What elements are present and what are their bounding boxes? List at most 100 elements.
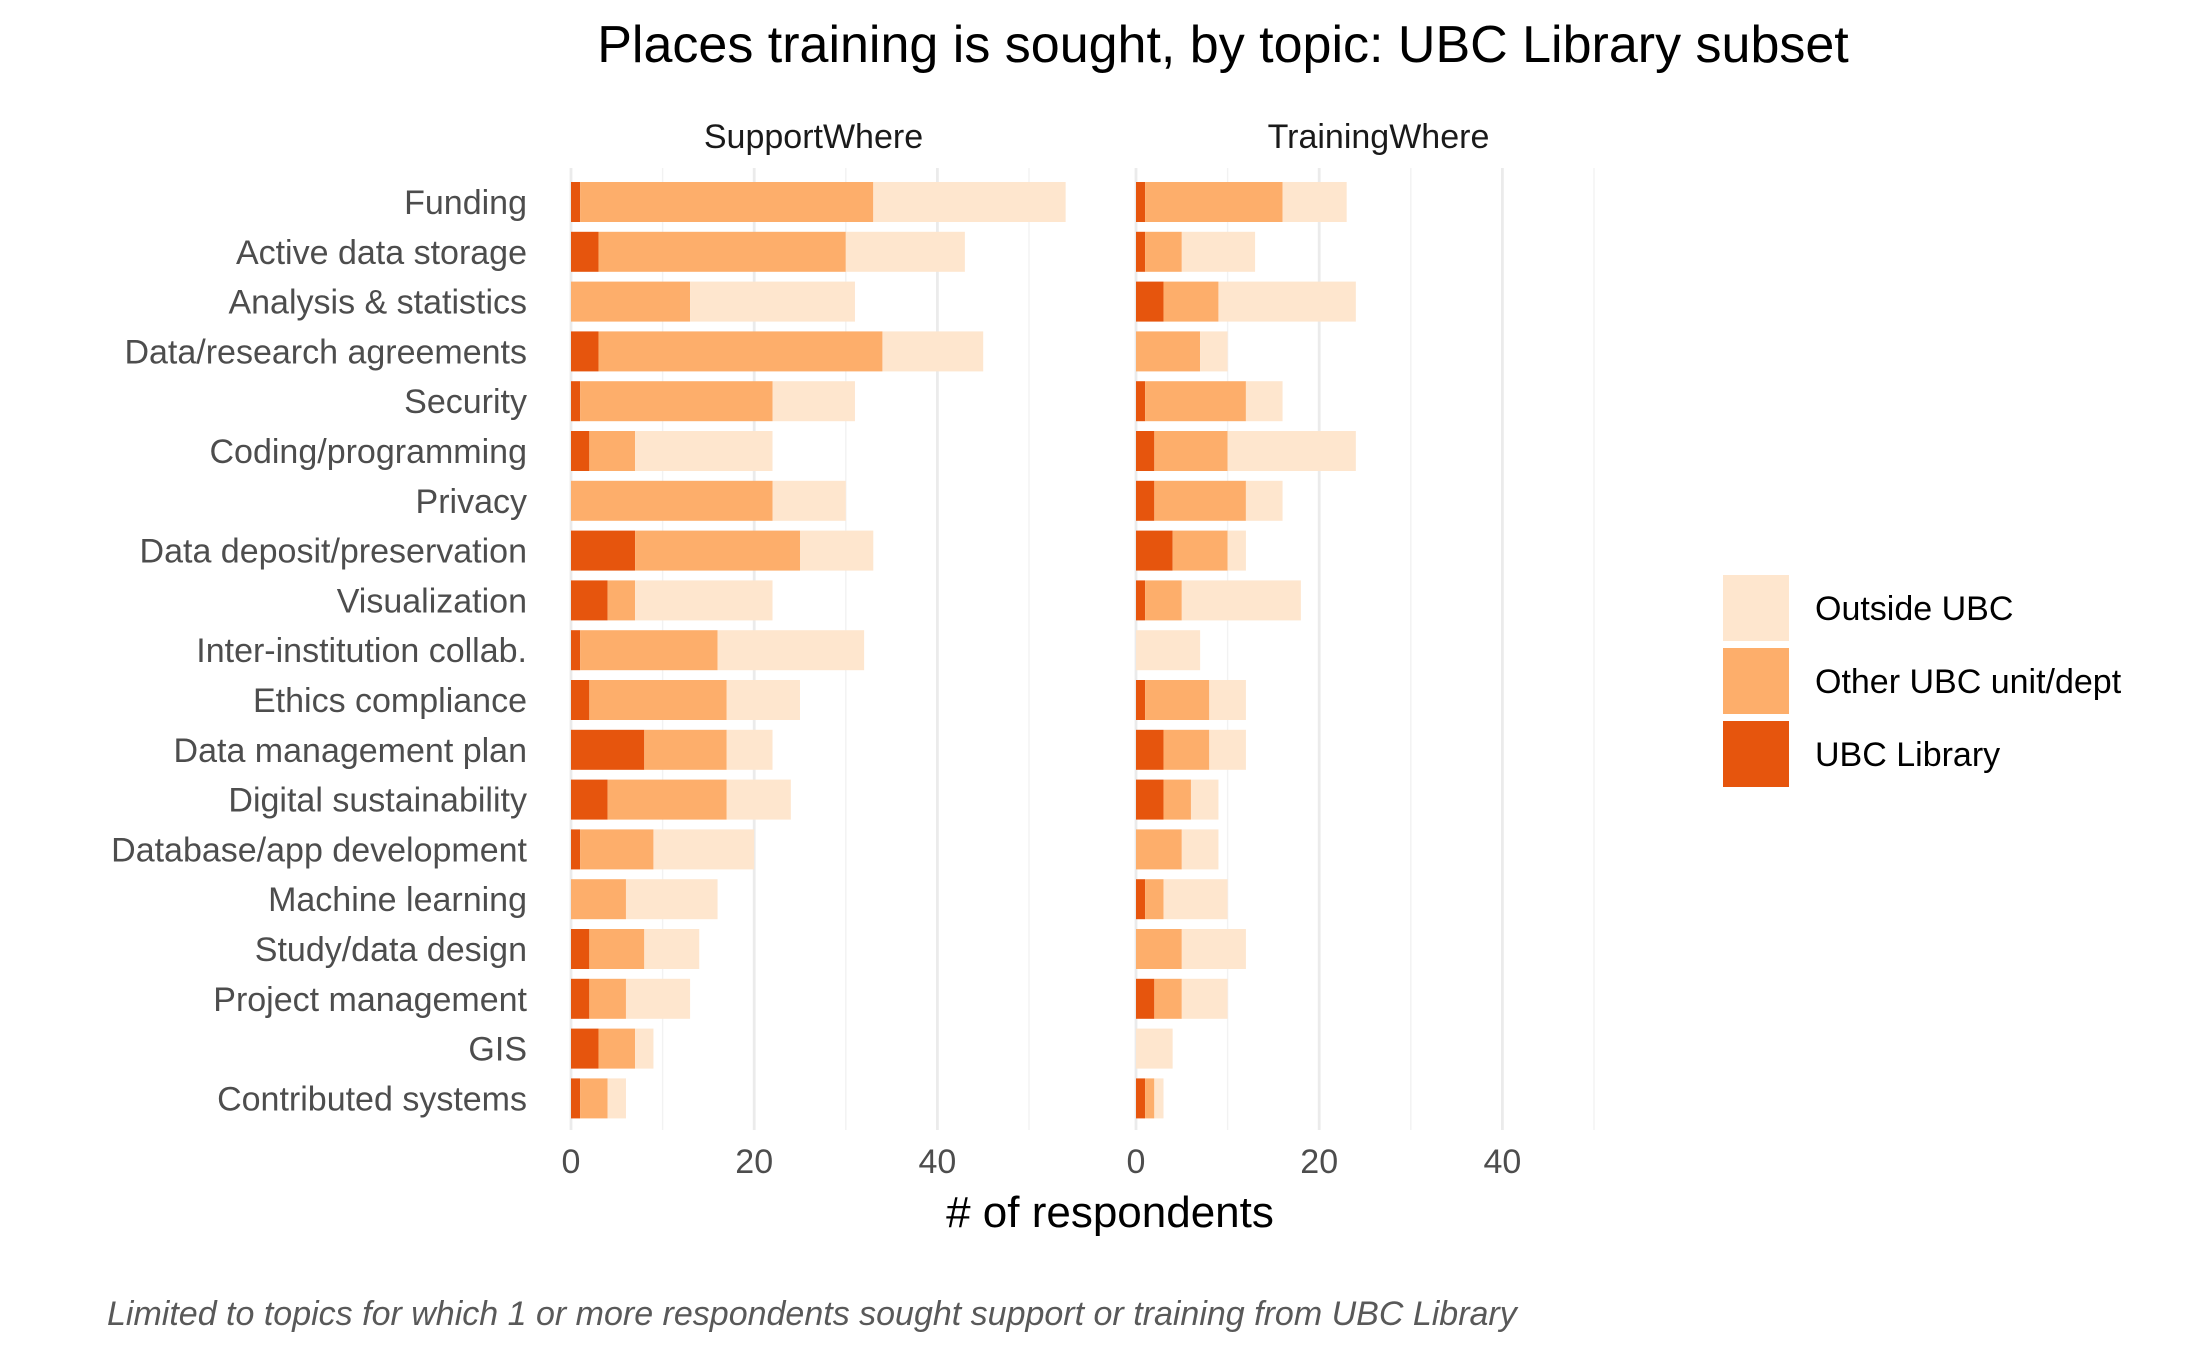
bar-segment bbox=[1145, 231, 1182, 272]
legend-label: Other UBC unit/dept bbox=[1815, 663, 2122, 701]
bar-segment bbox=[1136, 530, 1173, 571]
bar-segment bbox=[571, 480, 773, 521]
bar-segment bbox=[1200, 331, 1228, 372]
bar-segment bbox=[635, 1028, 654, 1069]
bar-segment bbox=[1172, 530, 1228, 571]
bar-segment bbox=[1181, 929, 1246, 969]
bar-segment bbox=[598, 331, 883, 372]
bar-segment bbox=[571, 879, 626, 920]
x-tick-label: 40 bbox=[918, 1143, 956, 1181]
bar-segment bbox=[726, 729, 773, 770]
y-tick-label: Digital sustainability bbox=[228, 782, 527, 820]
bar-segment bbox=[571, 779, 608, 820]
bar-segment bbox=[571, 1028, 599, 1069]
bar-segment bbox=[1154, 480, 1246, 521]
bar-segment bbox=[726, 779, 791, 820]
x-tick-label: 40 bbox=[1483, 1143, 1521, 1181]
bar-segment bbox=[1209, 680, 1246, 720]
bar-segment bbox=[571, 530, 636, 571]
bar-segment bbox=[571, 1078, 581, 1119]
bar-segment bbox=[1136, 431, 1155, 471]
x-tick-label: 20 bbox=[735, 1143, 773, 1181]
facet-strip-label: TrainingWhere bbox=[1268, 118, 1490, 156]
bar-segment bbox=[571, 231, 599, 272]
bar-segment bbox=[607, 1078, 626, 1119]
bar-segment bbox=[717, 630, 865, 671]
y-axis-labels: Funding Active data storage Analysis & sta… bbox=[111, 184, 527, 1118]
bar-segment bbox=[1136, 929, 1182, 969]
bar-segment bbox=[1145, 381, 1246, 422]
bar-segment bbox=[1136, 1078, 1146, 1119]
y-tick-label: Funding bbox=[404, 184, 527, 222]
chart-title: Places training is sought, by topic: UBC… bbox=[597, 16, 1849, 74]
bar-segment bbox=[1163, 779, 1191, 820]
bar-segment bbox=[635, 530, 800, 571]
legend-label: Outside UBC bbox=[1815, 590, 2013, 628]
bar-segment bbox=[1245, 480, 1283, 521]
bar-segment bbox=[1227, 530, 1246, 571]
x-tick-label: 0 bbox=[562, 1143, 581, 1181]
bar-segment bbox=[845, 231, 965, 272]
bar-segment bbox=[1136, 978, 1155, 1019]
y-tick-label: Active data storage bbox=[236, 234, 527, 272]
bar-segment bbox=[571, 729, 645, 770]
bar-segment bbox=[589, 431, 636, 471]
facet-panel: TrainingWhere 0 20 40 bbox=[1127, 118, 1595, 1181]
bar-segment bbox=[1145, 182, 1283, 222]
bar-segment bbox=[726, 680, 800, 720]
bar-segment bbox=[1218, 281, 1356, 322]
x-tick-label: 20 bbox=[1300, 1143, 1338, 1181]
x-axis-title: # of respondents bbox=[946, 1188, 1274, 1237]
y-tick-label: Study/data design bbox=[255, 931, 527, 969]
bar-segment bbox=[1154, 431, 1228, 471]
y-tick-label: Project management bbox=[213, 981, 527, 1019]
bar-segment bbox=[1163, 729, 1210, 770]
bar-segment bbox=[571, 630, 581, 671]
bar-segment bbox=[653, 829, 755, 870]
legend-swatch bbox=[1723, 721, 1789, 787]
bar-segment bbox=[644, 729, 727, 770]
y-tick-label: GIS bbox=[468, 1031, 527, 1069]
y-tick-label: Data deposit/preservation bbox=[140, 533, 527, 571]
bar-segment bbox=[580, 630, 718, 671]
bar-segment bbox=[772, 381, 855, 422]
chart-caption: Limited to topics for which 1 or more re… bbox=[107, 1295, 1519, 1333]
facet-panel: SupportWhere 0 20 40 bbox=[562, 118, 1066, 1181]
bar-segment bbox=[1227, 431, 1356, 471]
bar-segment bbox=[1136, 829, 1182, 870]
bar-segment bbox=[1145, 879, 1164, 920]
bar-segment bbox=[580, 1078, 608, 1119]
bar-segment bbox=[1136, 182, 1146, 222]
bar-segment bbox=[1145, 1078, 1155, 1119]
y-tick-label: Coding/programming bbox=[210, 433, 528, 471]
bar-segment bbox=[607, 779, 727, 820]
bar-segment bbox=[800, 530, 874, 571]
bar-segment bbox=[690, 281, 855, 322]
bar-segment bbox=[625, 879, 718, 920]
y-tick-label: Visualization bbox=[337, 582, 527, 620]
bar-segment bbox=[882, 331, 984, 372]
bar-segment bbox=[873, 182, 1066, 222]
bar-segment bbox=[571, 978, 590, 1019]
bar-segment bbox=[1136, 1028, 1173, 1069]
bar-segment bbox=[1190, 779, 1219, 820]
bar-segment bbox=[1181, 231, 1256, 272]
bar-segment bbox=[1181, 829, 1219, 870]
bar-segment bbox=[1181, 978, 1228, 1019]
bar-segment bbox=[571, 580, 608, 621]
y-tick-label: Analysis & statistics bbox=[228, 284, 527, 322]
bar-segment bbox=[571, 829, 581, 870]
facet-strip-label: SupportWhere bbox=[704, 118, 923, 156]
legend: Outside UBC Other UBC unit/dept UBC Librar… bbox=[1723, 575, 2122, 787]
x-tick-label: 0 bbox=[1127, 1143, 1146, 1181]
y-tick-label: Inter-institution collab. bbox=[196, 632, 527, 670]
bar-segment bbox=[635, 431, 773, 471]
bar-segment bbox=[1136, 879, 1146, 920]
bar-segment bbox=[580, 829, 654, 870]
bar-segment bbox=[571, 281, 691, 322]
bar-segment bbox=[1136, 331, 1201, 372]
legend-swatch bbox=[1723, 648, 1789, 714]
y-tick-label: Data management plan bbox=[174, 732, 527, 770]
bar-segment bbox=[571, 680, 590, 720]
